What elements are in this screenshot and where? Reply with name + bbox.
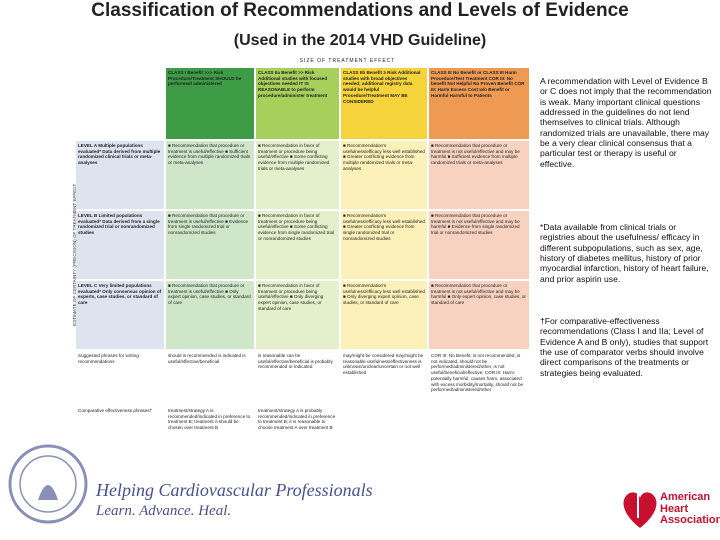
table-cell: treatment/strategy A is probably recomme…: [255, 405, 340, 460]
table-cell: [428, 405, 530, 460]
tagline: Helping Cardiovascular Professionals: [96, 480, 373, 500]
table-cell: [340, 405, 428, 460]
class-header: CLASS IIa Benefit >> Risk Additional stu…: [255, 67, 340, 140]
class-header: CLASS IIb Benefit ≥ Risk Additional stud…: [340, 67, 428, 140]
table-cell: COR III: No Benefit: is not recommended,…: [428, 350, 530, 405]
level-label: Suggested phrases for writing recommenda…: [75, 350, 165, 405]
table-cell: is reasonable can be useful/effective/be…: [255, 350, 340, 405]
table-cell: ■ Recommendation's usefulness/efficacy l…: [340, 280, 428, 350]
table-cell: ■ Recommendation that procedure or treat…: [428, 140, 530, 210]
table-cell: ■ Recommendation's usefulness/efficacy l…: [340, 210, 428, 280]
motto: Learn. Advance. Heal.: [96, 503, 232, 519]
aha-line: Association.: [660, 514, 720, 527]
table-cell: ■ Recommendation that procedure or treat…: [165, 140, 255, 210]
table-cell: should is recommended is indicated is us…: [165, 350, 255, 405]
axis-left: ESTIMATE OF CERTAINTY (PRECISION) OF TRE…: [72, 183, 77, 327]
class-header: CLASS III No Benefit or CLASS III Harm P…: [428, 67, 530, 140]
level-label: LEVEL A Multiple populations evaluated* …: [75, 140, 165, 210]
table-cell: ■ Recommendation in favor of treatment o…: [255, 280, 340, 350]
aha-line: Heart: [660, 502, 689, 515]
axis-top: SIZE OF TREATMENT EFFECT: [299, 58, 396, 64]
table-cell: ■ Recommendation's usefulness/efficacy l…: [340, 140, 428, 210]
table-cell: ■ Recommendation that procedure or treat…: [428, 280, 530, 350]
aha-name: American Heart Association.: [660, 491, 720, 527]
note: *Data available from clinical trials or …: [540, 222, 709, 284]
corner: [75, 67, 165, 140]
acc-seal: [8, 444, 88, 524]
aha-line: American: [660, 491, 711, 503]
table-cell: ■ Recommendation that procedure or treat…: [165, 280, 255, 350]
table-cell: may/might be considered may/might be rea…: [340, 350, 428, 405]
level-label: LEVEL C Very limited populations evaluat…: [75, 280, 165, 350]
table-cell: treatment/strategy A is recommended/indi…: [165, 405, 255, 460]
class-header: CLASS I Benefit >>> Risk Procedure/Treat…: [165, 67, 255, 140]
level-label: LEVEL B Limited populations evaluated* D…: [75, 210, 165, 280]
note: A recommendation with Level of Evidence …: [540, 76, 712, 169]
aha-logo: [623, 486, 657, 528]
subtitle: (Used in the 2014 VHD Guideline): [233, 32, 487, 49]
table-cell: ■ Recommendation that procedure or treat…: [165, 210, 255, 280]
level-label: Comparative effectiveness phrases†: [75, 405, 165, 460]
table-cell: ■ Recommendation that procedure or treat…: [428, 210, 530, 280]
table-cell: ■ Recommendation in favor of treatment o…: [255, 210, 340, 280]
note: †For comparative-effectiveness recommend…: [540, 316, 709, 378]
classification-table: SIZE OF TREATMENT EFFECT CLASS I Benefit…: [75, 55, 530, 460]
title: Classification of Recommendations and Le…: [91, 0, 629, 21]
table-cell: ■ Recommendation in favor of treatment o…: [255, 140, 340, 210]
